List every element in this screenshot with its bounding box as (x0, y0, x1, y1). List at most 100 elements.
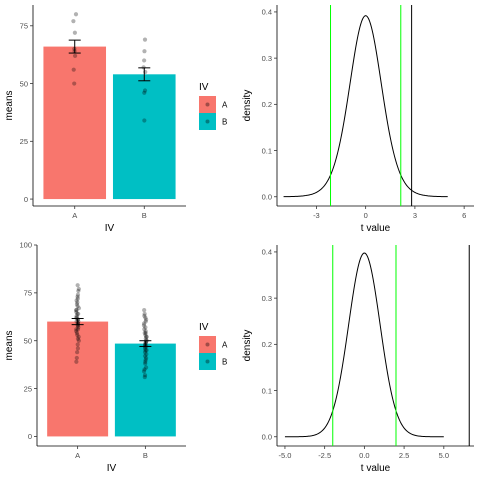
data-point-A (71, 67, 76, 72)
data-point-A (75, 296, 80, 301)
data-point-B (143, 319, 148, 324)
x-tick-label: 6 (462, 211, 466, 220)
legend-key-A (199, 336, 216, 353)
data-point-B (144, 317, 149, 322)
x-axis-title: t value (361, 463, 391, 474)
data-point-A (74, 309, 79, 315)
data-point-B (142, 88, 148, 93)
data-point-A (75, 304, 80, 309)
data-point-B (143, 336, 148, 341)
data-point-B (144, 348, 149, 353)
x-tick-label: 0.0 (359, 451, 369, 460)
data-point-B (143, 315, 148, 320)
data-point-A (76, 338, 81, 343)
x-tick-label: 0 (364, 211, 368, 220)
data-point-A (75, 283, 80, 288)
data-point-A (74, 313, 79, 318)
data-point-B (142, 313, 147, 318)
data-point-B (142, 350, 148, 355)
y-tick-label: 0.0 (262, 432, 272, 441)
legend-key-point (205, 342, 210, 347)
data-point-B (142, 373, 148, 378)
x-tick-label: A (72, 211, 77, 220)
data-point-A (71, 19, 76, 24)
data-point-A (74, 327, 79, 332)
x-tick-label: 2.5 (399, 451, 409, 460)
x-tick-label: B (142, 211, 147, 220)
data-point-B (142, 346, 148, 351)
y-tick-label: 0.2 (262, 100, 272, 109)
legend-label-B: B (222, 358, 227, 367)
data-point-A (75, 336, 81, 341)
data-point-B (141, 369, 147, 374)
y-tick-label: 25 (24, 384, 32, 393)
data-point-B (142, 353, 148, 359)
data-point-B (143, 329, 148, 334)
data-point-A (74, 330, 80, 336)
data-point-B (142, 49, 147, 54)
data-point-B (142, 58, 147, 63)
data-point-B (142, 90, 147, 95)
y-tick-label: 75 (24, 289, 32, 298)
legend-label-A: A (222, 341, 228, 350)
x-tick-label: -3 (313, 211, 320, 220)
data-point-A (75, 346, 81, 351)
data-point-B (142, 327, 147, 332)
x-axis-title: t value (361, 223, 391, 234)
legend-key-point (205, 119, 210, 124)
data-point-A (76, 325, 81, 330)
data-point-B (141, 323, 147, 328)
x-tick-label: B (143, 451, 148, 460)
t-density-curve (284, 252, 444, 438)
data-point-A (74, 359, 79, 364)
data-point-A (74, 329, 79, 334)
y-axis-title: density (242, 90, 253, 122)
bar-A (43, 46, 107, 200)
data-point-B (142, 37, 148, 42)
data-point-B (141, 321, 147, 326)
data-point-A (76, 311, 81, 317)
y-tick-label: 75 (20, 21, 28, 30)
data-point-A (75, 292, 81, 297)
data-point-B (143, 332, 148, 338)
data-point-A (75, 342, 80, 347)
y-tick-label: 0 (28, 432, 32, 441)
bar-B (114, 343, 176, 437)
y-tick-label: 0.1 (262, 146, 272, 155)
t-density-curve (283, 15, 448, 198)
y-tick-label: 0.2 (262, 340, 272, 349)
data-point-A (76, 288, 81, 294)
data-point-B (143, 359, 148, 364)
legend-key-point (205, 359, 210, 364)
data-point-B (143, 357, 148, 362)
t-density-chart-top: 0.0 0.1 0.2 0.3 0.4 -3 0 3 6 t value density (242, 5, 474, 234)
x-tick-label: -2.5 (318, 451, 331, 460)
data-point-A (75, 300, 80, 305)
x-tick-label: 5.0 (439, 451, 449, 460)
data-point-B (142, 367, 147, 372)
legend-key-point (205, 102, 210, 107)
y-tick-label: 0.1 (262, 386, 272, 395)
y-tick-label: 0.3 (262, 54, 272, 63)
data-point-B (142, 311, 147, 317)
data-point-B (142, 118, 147, 123)
data-point-A (74, 302, 80, 307)
data-point-B (144, 334, 149, 339)
data-point-B (143, 325, 148, 330)
data-point-A (75, 294, 80, 299)
y-axis-title: means (4, 330, 15, 360)
y-tick-label: 50 (20, 79, 28, 88)
legend-label-B: B (222, 118, 227, 127)
data-point-A (76, 306, 82, 311)
y-axis-title: density (242, 330, 253, 362)
legend-key-A (199, 96, 216, 113)
legend-key-B (199, 113, 216, 130)
data-point-B (142, 330, 147, 336)
legend-title: IV (199, 82, 209, 93)
t-density-chart-bottom: 0.0 0.1 0.2 0.3 0.4 -5.0 -2.5 0.0 2.5 5.0 t value d… (242, 245, 474, 474)
y-tick-label: 50 (24, 336, 32, 345)
data-point-A (72, 81, 77, 86)
legend-label-A: A (222, 101, 228, 110)
